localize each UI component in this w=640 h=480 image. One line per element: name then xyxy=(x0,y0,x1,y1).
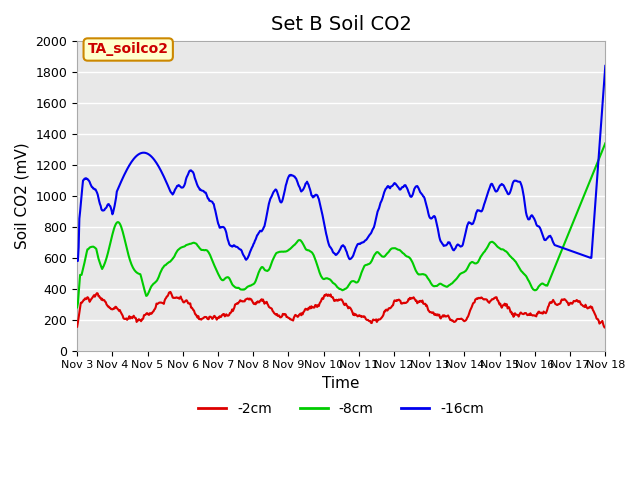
Text: TA_soilco2: TA_soilco2 xyxy=(88,43,169,57)
Legend: -2cm, -8cm, -16cm: -2cm, -8cm, -16cm xyxy=(193,396,490,421)
Title: Set B Soil CO2: Set B Soil CO2 xyxy=(271,15,412,34)
Y-axis label: Soil CO2 (mV): Soil CO2 (mV) xyxy=(15,143,30,249)
X-axis label: Time: Time xyxy=(323,376,360,391)
